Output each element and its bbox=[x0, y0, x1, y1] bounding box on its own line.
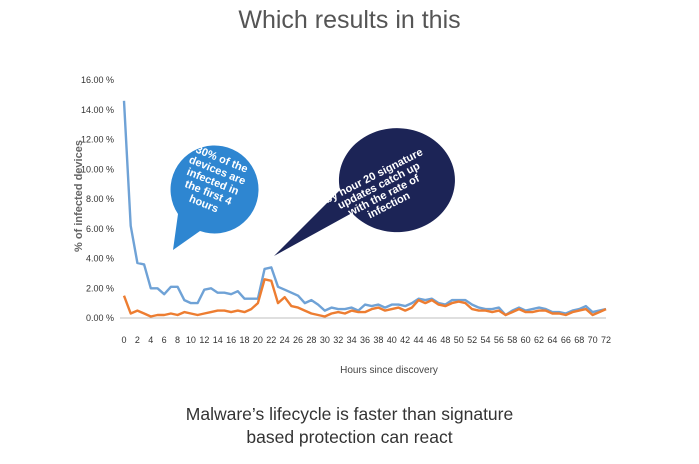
series-line-1 bbox=[122, 100, 607, 317]
x-tick-label: 70 bbox=[588, 335, 598, 345]
x-axis-title: Hours since discovery bbox=[340, 365, 438, 376]
y-tick-label: 4.00 % bbox=[86, 254, 114, 264]
x-tick-label: 58 bbox=[507, 335, 517, 345]
x-tick-label: 4 bbox=[148, 335, 153, 345]
x-tick-label: 34 bbox=[347, 335, 357, 345]
x-tick-label: 60 bbox=[521, 335, 531, 345]
x-tick-label: 72 bbox=[601, 335, 611, 345]
x-tick-label: 36 bbox=[360, 335, 370, 345]
x-tick-label: 42 bbox=[400, 335, 410, 345]
x-tick-label: 64 bbox=[547, 335, 557, 345]
x-tick-label: 6 bbox=[162, 335, 167, 345]
x-tick-label: 8 bbox=[175, 335, 180, 345]
x-tick-label: 2 bbox=[135, 335, 140, 345]
x-tick-label: 24 bbox=[280, 335, 290, 345]
x-tick-label: 28 bbox=[306, 335, 316, 345]
x-tick-label: 66 bbox=[561, 335, 571, 345]
x-tick-label: 48 bbox=[440, 335, 450, 345]
x-tick-label: 12 bbox=[199, 335, 209, 345]
x-tick-label: 52 bbox=[467, 335, 477, 345]
x-tick-label: 50 bbox=[454, 335, 464, 345]
x-tick-label: 16 bbox=[226, 335, 236, 345]
y-tick-label: 2.00 % bbox=[86, 283, 114, 293]
series-line-2 bbox=[122, 278, 607, 318]
y-tick-label: 10.00 % bbox=[81, 164, 114, 174]
y-tick-label: 0.00 % bbox=[86, 313, 114, 323]
x-tick-label: 20 bbox=[253, 335, 263, 345]
x-tick-label: 26 bbox=[293, 335, 303, 345]
caption-line-1: Malware’s lifecycle is faster than signa… bbox=[185, 404, 514, 424]
y-axis-title: % of infected devices bbox=[73, 140, 85, 252]
y-axis-ticks: 0.00 % 2.00 % 4.00 % 6.00 % 8.00 % 10.00 % 12.… bbox=[81, 75, 114, 323]
y-tick-label: 12.00 % bbox=[81, 135, 114, 145]
x-tick-label: 32 bbox=[333, 335, 343, 345]
callout-hour-20-shape bbox=[274, 128, 455, 256]
x-tick-label: 38 bbox=[373, 335, 383, 345]
x-tick-label: 10 bbox=[186, 335, 196, 345]
y-tick-label: 6.00 % bbox=[86, 224, 114, 234]
x-tick-label: 62 bbox=[534, 335, 544, 345]
x-tick-label: 0 bbox=[121, 335, 126, 345]
x-tick-label: 14 bbox=[213, 335, 223, 345]
slide-caption: Malware’s lifecycle is faster than signa… bbox=[0, 403, 699, 449]
slide-title: Which results in this bbox=[238, 6, 461, 34]
x-tick-label: 30 bbox=[320, 335, 330, 345]
x-tick-label: 22 bbox=[266, 335, 276, 345]
series-layer bbox=[122, 100, 607, 318]
callout-first-hours-shape bbox=[170, 145, 259, 250]
x-tick-label: 54 bbox=[480, 335, 490, 345]
x-tick-label: 18 bbox=[239, 335, 249, 345]
x-tick-label: 68 bbox=[574, 335, 584, 345]
x-axis-ticks: 0 2 4 6 8 10 12 14 16 18 20 22 24 26 28 30 32 34 36 38 40 42 4… bbox=[121, 335, 611, 345]
y-tick-label: 8.00 % bbox=[86, 194, 114, 204]
caption-line-2: based protection can react bbox=[246, 427, 453, 447]
y-tick-label: 16.00 % bbox=[81, 75, 114, 85]
x-tick-label: 40 bbox=[387, 335, 397, 345]
y-tick-label: 14.00 % bbox=[81, 105, 114, 115]
x-tick-label: 56 bbox=[494, 335, 504, 345]
x-tick-label: 46 bbox=[427, 335, 437, 345]
x-tick-label: 44 bbox=[414, 335, 424, 345]
